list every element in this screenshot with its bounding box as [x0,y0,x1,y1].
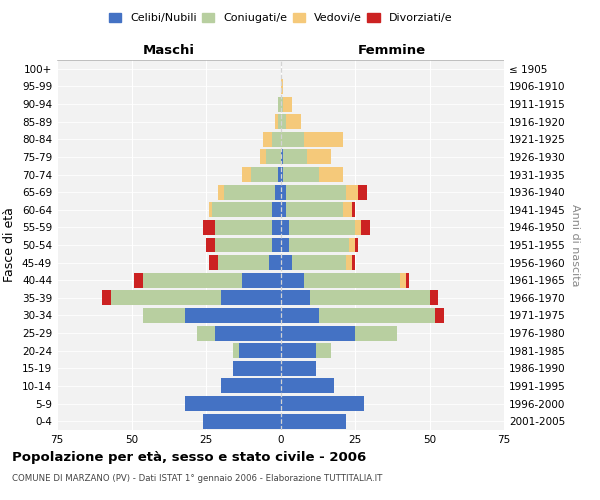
Text: Femmine: Femmine [358,44,427,58]
Bar [343,202,352,218]
Bar [281,150,283,164]
Bar [102,290,110,306]
Bar [319,167,343,182]
Bar [185,308,281,323]
Bar [358,184,367,200]
Bar [266,150,281,164]
Bar [286,114,301,129]
Bar [281,238,289,252]
Bar [355,220,361,235]
Bar [215,326,281,340]
Bar [278,96,281,112]
Bar [242,167,251,182]
Bar [278,114,281,129]
Bar [203,220,215,235]
Bar [281,255,292,270]
Bar [281,114,286,129]
Bar [269,255,281,270]
Bar [185,396,281,411]
Bar [281,361,316,376]
Bar [286,202,343,218]
Bar [310,290,430,306]
Bar [355,326,397,340]
Bar [281,220,289,235]
Bar [215,238,272,252]
Bar [275,184,281,200]
Text: Maschi: Maschi [143,44,195,58]
Bar [430,290,439,306]
Bar [281,396,364,411]
Bar [215,220,272,235]
Y-axis label: Fasce di età: Fasce di età [4,208,16,282]
Bar [436,308,445,323]
Bar [281,202,286,218]
Bar [209,255,218,270]
Bar [283,150,307,164]
Bar [272,132,281,147]
Bar [352,255,355,270]
Bar [355,238,358,252]
Bar [275,114,278,129]
Bar [281,326,355,340]
Bar [346,255,352,270]
Bar [110,290,221,306]
Bar [316,343,331,358]
Bar [283,167,319,182]
Bar [242,273,281,287]
Text: COMUNE DI MARZANO (PV) - Dati ISTAT 1° gennaio 2006 - Elaborazione TUTTITALIA.IT: COMUNE DI MARZANO (PV) - Dati ISTAT 1° g… [12,474,382,483]
Bar [218,184,224,200]
Bar [281,378,334,394]
Bar [224,184,275,200]
Legend: Celibi/Nubili, Coniugati/e, Vedovi/e, Divorziati/e: Celibi/Nubili, Coniugati/e, Vedovi/e, Di… [104,8,457,28]
Bar [281,308,319,323]
Bar [209,202,212,218]
Bar [251,167,278,182]
Bar [197,326,215,340]
Bar [272,220,281,235]
Bar [272,202,281,218]
Bar [286,184,346,200]
Bar [233,361,281,376]
Bar [143,273,242,287]
Bar [289,220,355,235]
Bar [281,290,310,306]
Bar [304,273,400,287]
Bar [260,150,266,164]
Bar [221,290,281,306]
Bar [352,202,355,218]
Bar [289,238,349,252]
Bar [239,343,281,358]
Bar [281,167,283,182]
Bar [281,343,316,358]
Bar [218,255,269,270]
Bar [281,414,346,428]
Bar [346,184,358,200]
Bar [281,96,283,112]
Text: Popolazione per età, sesso e stato civile - 2006: Popolazione per età, sesso e stato civil… [12,451,366,464]
Bar [263,132,272,147]
Bar [212,202,272,218]
Bar [143,308,185,323]
Bar [134,273,143,287]
Bar [281,184,286,200]
Bar [278,167,281,182]
Bar [283,96,292,112]
Bar [281,273,304,287]
Bar [361,220,370,235]
Bar [400,273,406,287]
Bar [206,238,215,252]
Bar [272,238,281,252]
Bar [319,308,436,323]
Bar [281,79,283,94]
Bar [406,273,409,287]
Y-axis label: Anni di nascita: Anni di nascita [569,204,580,286]
Bar [307,150,331,164]
Bar [304,132,343,147]
Bar [292,255,346,270]
Bar [349,238,355,252]
Bar [221,378,281,394]
Bar [233,343,239,358]
Bar [203,414,281,428]
Bar [281,132,304,147]
